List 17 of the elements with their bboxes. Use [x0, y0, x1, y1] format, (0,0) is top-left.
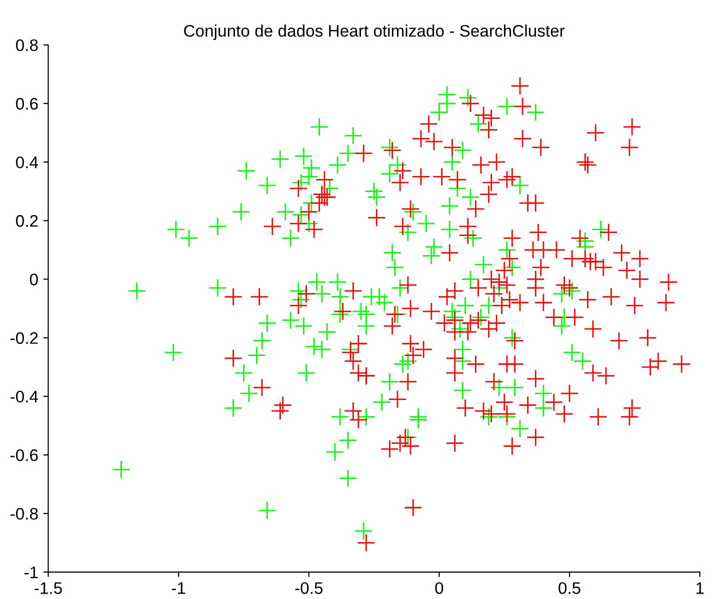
y-tick-label: 0.8	[16, 39, 38, 52]
y-tick-label: -0.4	[10, 390, 38, 403]
x-tick-label: -1	[172, 582, 186, 594]
x-tick-label: -0.5	[295, 582, 323, 594]
x-tick-label: 1	[696, 582, 704, 594]
y-tick-label: -1	[24, 566, 38, 578]
x-tick-label: 0	[435, 582, 444, 594]
chart-title: Conjunto de dados Heart otimizado - SearchCluster	[184, 24, 565, 40]
y-tick-label: 0	[30, 274, 38, 286]
y-tick-label: 0.6	[16, 98, 38, 110]
x-tick-label: -1.5	[34, 582, 62, 594]
y-tick-label: -0.8	[10, 508, 38, 520]
y-tick-label: 0.2	[16, 215, 38, 227]
y-tick-label: -0.6	[10, 449, 38, 462]
y-tick-label: -0.2	[10, 332, 38, 344]
x-tick-label: 0.5	[558, 582, 580, 594]
y-tick-label: 0.4	[16, 156, 38, 168]
